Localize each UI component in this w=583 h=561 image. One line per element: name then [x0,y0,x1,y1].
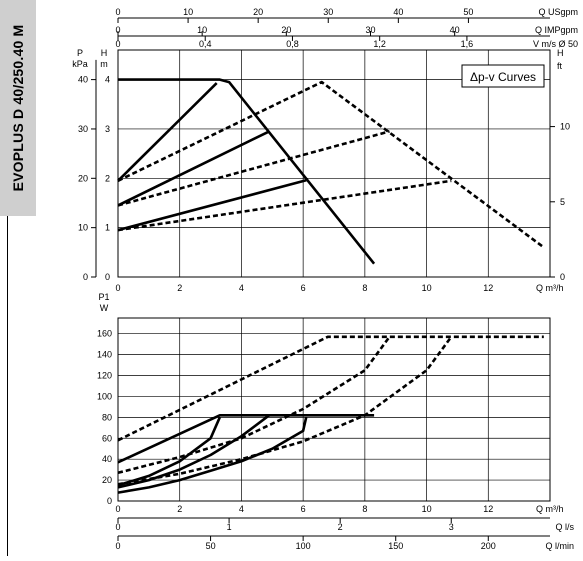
velocity-tick-label: 1,6 [461,39,474,49]
kpa-tick-label: 10 [78,223,88,233]
head-ft-tick-label: 0 [560,272,565,282]
power-x-tick-label: 12 [483,504,493,514]
head-curve-setpoint [117,82,218,182]
head-m-tick-label: 4 [105,75,110,85]
power-x-tick-label: 0 [115,504,120,514]
head-x-tick-label: 0 [115,283,120,293]
usgpm-tick-label: 40 [393,7,403,17]
head-x-tick-label: 10 [422,283,432,293]
ls-tick-label: 2 [338,522,343,532]
usgpm-tick-label: 50 [463,7,473,17]
impgpm-tick-label: 30 [365,25,375,35]
head-x-tick-label: 2 [177,283,182,293]
kpa-tick-label: 30 [78,124,88,134]
ls-axis-label: Q l/s [555,522,574,532]
power-y-tick-label: 60 [102,433,112,443]
ls-tick-label: 1 [227,522,232,532]
head-x-tick-label: 8 [362,283,367,293]
power-y-tick-label: 80 [102,412,112,422]
power-y-tick-label: 160 [97,329,112,339]
velocity-axis-label: V m/s Ø 50 [533,39,578,49]
curve-legend-box [461,64,545,88]
power-x-tick-label: 2 [177,504,182,514]
power-curve-setpoint [117,413,375,464]
power-y-tick-label: 140 [97,350,112,360]
impgpm-tick-label: 20 [281,25,291,35]
head-curve-setpoint [117,130,270,207]
head-m-tick-label: 2 [105,173,110,183]
usgpm-tick-label: 10 [183,7,193,17]
lmin-tick-label: 50 [206,541,216,551]
head-x-tick-label: 6 [301,283,306,293]
impgpm-tick-label: 0 [115,25,120,35]
head-curve-max-speed [117,80,545,249]
power-x-axis-label: Q m³/h [536,504,564,514]
head-curve-max-speed [117,179,452,232]
impgpm-tick-label: 40 [450,25,460,35]
head-mid-unit-h: H [101,48,108,58]
head-curve-max-speed [117,130,390,207]
head-x-axis-label: Q m³/h [536,283,564,293]
lmin-tick-label: 0 [115,541,120,551]
power-x-tick-label: 4 [239,504,244,514]
usgpm-axis-label: Q USgpm [538,7,578,17]
power-y-tick-label: 40 [102,454,112,464]
power-y-unit-p1: P1 [98,292,109,302]
head-m-tick-label: 0 [105,272,110,282]
velocity-tick-label: 0,8 [286,39,299,49]
velocity-tick-label: 0 [115,39,120,49]
ls-tick-label: 3 [449,522,454,532]
head-left-unit-kpa: kPa [72,59,88,69]
impgpm-tick-label: 10 [197,25,207,35]
kpa-tick-label: 40 [78,75,88,85]
curve-legend-label: Δp-v Curves [470,70,536,84]
head-ft-tick-label: 10 [560,122,570,132]
power-x-tick-label: 10 [422,504,432,514]
head-curve-setpoint [118,78,376,265]
usgpm-tick-label: 30 [323,7,333,17]
usgpm-tick-label: 0 [115,7,120,17]
power-y-tick-label: 100 [97,391,112,401]
power-curve-setpoint [117,414,270,489]
ls-tick-label: 0 [115,522,120,532]
head-x-tick-label: 12 [483,283,493,293]
power-plot-frame [117,317,551,502]
head-m-tick-label: 3 [105,124,110,134]
power-y-tick-label: 0 [107,496,112,506]
head-m-tick-label: 1 [105,223,110,233]
head-x-tick-label: 4 [239,283,244,293]
lmin-axis-label: Q l/min [545,541,574,551]
head-right-unit-h: H [557,48,564,58]
power-x-tick-label: 8 [362,504,367,514]
lmin-tick-label: 150 [388,541,403,551]
power-y-unit-w: W [100,303,109,313]
head-left-unit-p: P [77,48,83,58]
model-title-box: EVOPLUS D 40/250.40 M [0,0,36,216]
impgpm-axis-label: Q IMPgpm [535,25,578,35]
kpa-tick-label: 0 [83,272,88,282]
power-y-tick-label: 20 [102,475,112,485]
usgpm-tick-label: 20 [253,7,263,17]
head-right-unit-ft: ft [557,61,563,71]
lmin-tick-label: 200 [481,541,496,551]
left-divider-line [7,216,8,556]
head-ft-tick-label: 5 [560,197,565,207]
power-y-tick-label: 120 [97,371,112,381]
power-curve-max-speed [117,335,544,442]
power-curve-setpoint [117,416,221,487]
velocity-tick-label: 0,4 [199,39,212,49]
power-curve-max-speed [117,336,391,475]
head-plot-frame [117,49,551,278]
power-curve-setpoint [117,417,308,494]
lmin-tick-label: 100 [296,541,311,551]
head-mid-unit-m: m [100,59,108,69]
head-curve-setpoint [117,179,307,232]
velocity-tick-label: 1,2 [373,39,386,49]
power-x-tick-label: 6 [301,504,306,514]
kpa-tick-label: 20 [78,173,88,183]
